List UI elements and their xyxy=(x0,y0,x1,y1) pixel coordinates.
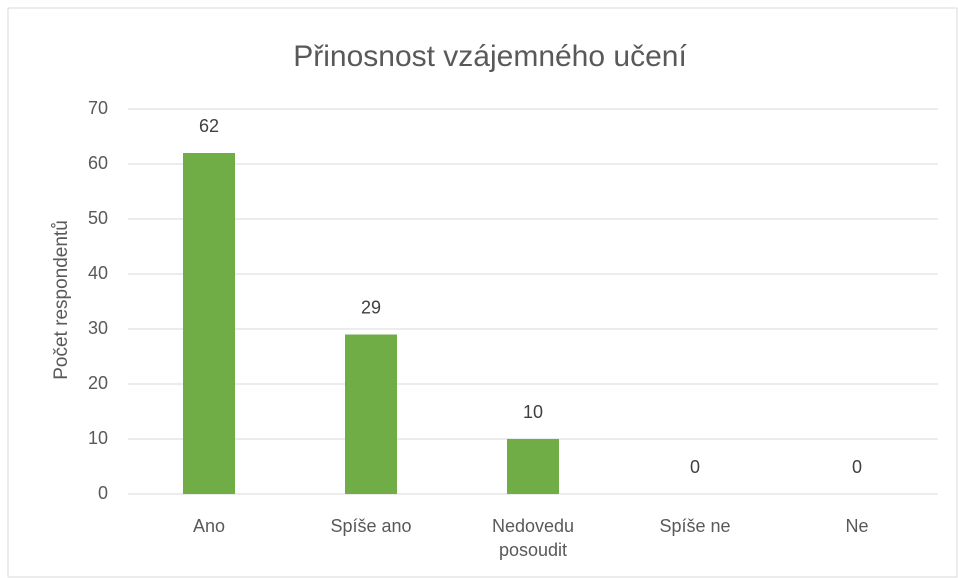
data-label: 0 xyxy=(690,457,700,477)
y-tick-label: 70 xyxy=(88,98,108,118)
chart-border xyxy=(7,7,958,578)
y-axis-label: Počet respondentů xyxy=(51,220,72,380)
chart-title: Přinosnost vzájemného učení xyxy=(293,40,687,73)
bar xyxy=(183,153,235,494)
y-tick-label: 20 xyxy=(88,373,108,393)
x-tick-label: Nedovedu posoudit xyxy=(491,516,575,560)
data-label: 0 xyxy=(852,457,862,477)
y-tick-label: 10 xyxy=(88,428,108,448)
y-tick-label: 50 xyxy=(88,208,108,228)
x-tick-label: Ne xyxy=(845,516,869,536)
data-label: 62 xyxy=(199,116,219,136)
bar xyxy=(507,439,559,494)
x-tick-label: Spíše ne xyxy=(659,516,731,536)
y-tick-label: 0 xyxy=(98,483,108,503)
y-tick-label: 40 xyxy=(88,263,108,283)
bar xyxy=(345,334,397,494)
y-tick-label: 60 xyxy=(88,153,108,173)
x-tick-label: Spíše ano xyxy=(330,516,412,536)
data-label: 10 xyxy=(523,402,543,422)
x-tick-label: Ano xyxy=(192,516,226,536)
data-label: 29 xyxy=(361,297,381,317)
y-tick-label: 30 xyxy=(88,318,108,338)
